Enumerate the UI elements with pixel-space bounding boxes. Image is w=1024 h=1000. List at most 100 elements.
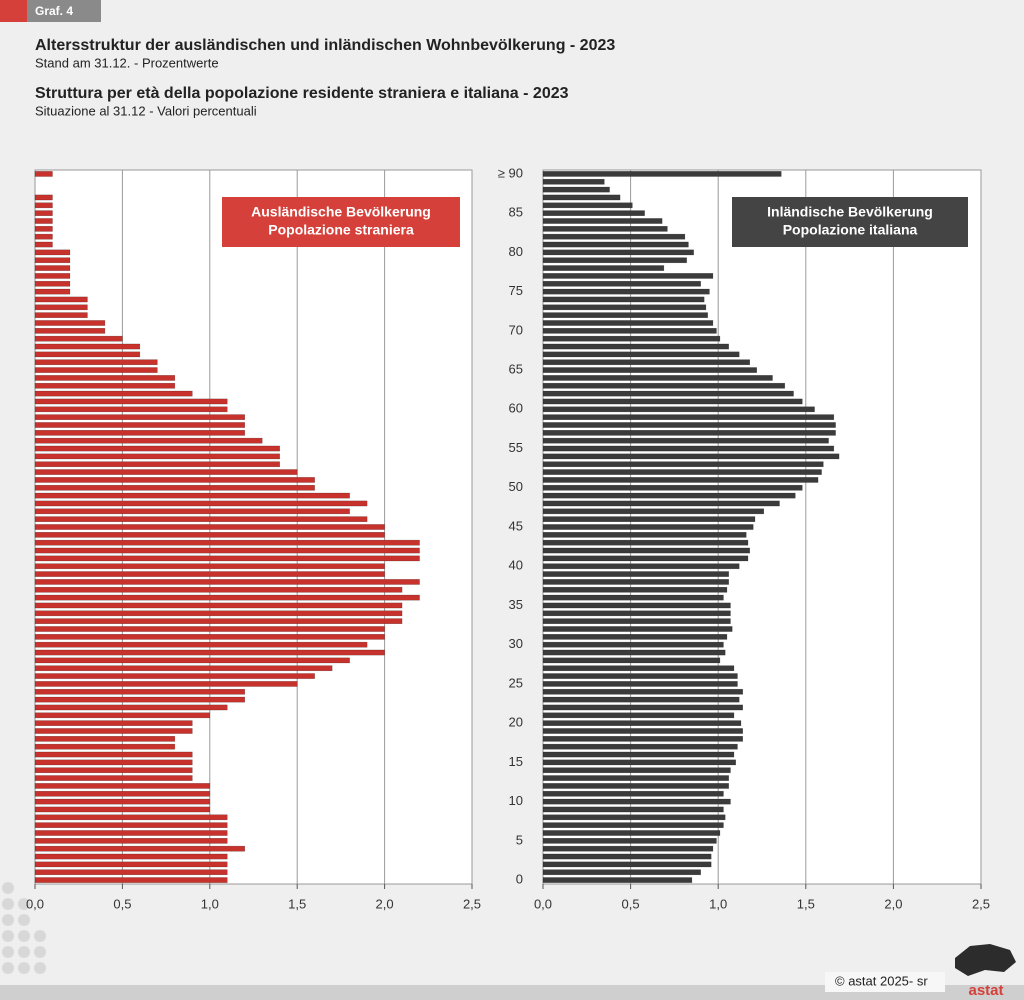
bar <box>34 806 211 813</box>
bar <box>34 736 176 742</box>
bar <box>34 798 211 805</box>
graph-tag: Graf. 4 <box>35 4 73 18</box>
bar <box>542 673 738 679</box>
bar <box>34 626 385 632</box>
bar <box>34 759 193 766</box>
x-tick-label: 0,5 <box>622 896 640 911</box>
bar <box>34 877 228 883</box>
title-de: Altersstruktur der ausländischen und inl… <box>35 37 615 54</box>
bar <box>34 869 228 876</box>
bar <box>542 783 729 789</box>
bar <box>34 649 385 656</box>
bar <box>34 579 420 585</box>
bar <box>542 586 728 593</box>
logo-shape <box>955 944 1016 976</box>
bar <box>34 422 246 428</box>
bar <box>34 312 88 318</box>
y-tick-label: 5 <box>516 832 523 847</box>
y-tick-label: 45 <box>509 518 523 533</box>
bar <box>542 602 731 609</box>
bar <box>34 767 193 774</box>
bar <box>34 492 350 499</box>
bar <box>34 586 403 593</box>
bar <box>542 743 738 750</box>
y-tick-label: 70 <box>509 322 523 337</box>
bar <box>34 602 403 609</box>
bar <box>542 571 729 577</box>
bar <box>34 280 71 287</box>
x-tick-label: 2,5 <box>972 896 990 911</box>
bar <box>34 430 246 436</box>
x-tick-label: 0,5 <box>113 896 131 911</box>
legend-label: Popolazione straniera <box>268 222 414 238</box>
bar <box>34 775 193 781</box>
bar <box>542 469 822 475</box>
header-tab <box>27 0 101 22</box>
bar <box>34 532 385 538</box>
bar <box>34 257 71 264</box>
bar <box>542 422 836 428</box>
bar <box>542 382 786 389</box>
bar <box>34 524 385 530</box>
bar <box>542 830 721 836</box>
x-tick-label: 1,0 <box>709 896 727 911</box>
header-accent <box>0 0 27 22</box>
bar <box>34 861 228 868</box>
bar <box>34 688 246 695</box>
bar <box>34 241 53 248</box>
bar <box>34 351 141 358</box>
bar <box>34 437 263 444</box>
y-tick-label: 30 <box>509 636 523 651</box>
y-tick-label: 35 <box>509 597 523 612</box>
bar <box>34 845 246 852</box>
bar <box>542 524 754 530</box>
bar <box>34 406 228 413</box>
bar <box>542 406 815 413</box>
subtitle-it: Situazione al 31.12 - Valori percentuali <box>35 103 257 118</box>
bar <box>542 594 724 601</box>
bar <box>34 328 106 334</box>
bar <box>542 375 773 381</box>
bar <box>34 375 176 381</box>
bar <box>542 194 621 201</box>
bar <box>542 798 731 805</box>
bar <box>34 304 88 311</box>
bar <box>542 453 840 460</box>
bar <box>542 704 743 711</box>
bar <box>542 539 749 546</box>
bar <box>34 790 211 797</box>
bar <box>542 359 750 366</box>
decoration-dots <box>2 882 46 974</box>
bar <box>542 288 710 295</box>
y-tick-label: 75 <box>509 283 523 298</box>
bar <box>542 241 689 248</box>
bar <box>542 822 724 828</box>
bar <box>34 618 403 624</box>
bar <box>542 233 686 240</box>
y-tick-label: 55 <box>509 440 523 455</box>
bar <box>542 257 687 264</box>
x-tick-label: 0,0 <box>534 896 552 911</box>
bar <box>542 869 701 876</box>
bar <box>34 453 280 460</box>
bar <box>542 767 731 774</box>
legend-label: Inländische Bevölkerung <box>767 204 933 220</box>
bar <box>34 477 315 483</box>
bar <box>34 838 228 844</box>
bar <box>34 555 420 562</box>
x-tick-label: 2,0 <box>884 896 902 911</box>
bar <box>542 736 743 742</box>
bar <box>34 210 53 216</box>
bar <box>542 304 707 311</box>
y-tick-label: 15 <box>509 754 523 769</box>
bar <box>542 806 724 813</box>
y-tick-label: 85 <box>509 205 523 220</box>
bar <box>542 312 708 318</box>
bar <box>542 477 819 483</box>
bar <box>34 320 106 326</box>
x-tick-label: 1,5 <box>797 896 815 911</box>
bar <box>542 845 714 852</box>
bar <box>34 665 333 672</box>
bar <box>34 218 53 224</box>
